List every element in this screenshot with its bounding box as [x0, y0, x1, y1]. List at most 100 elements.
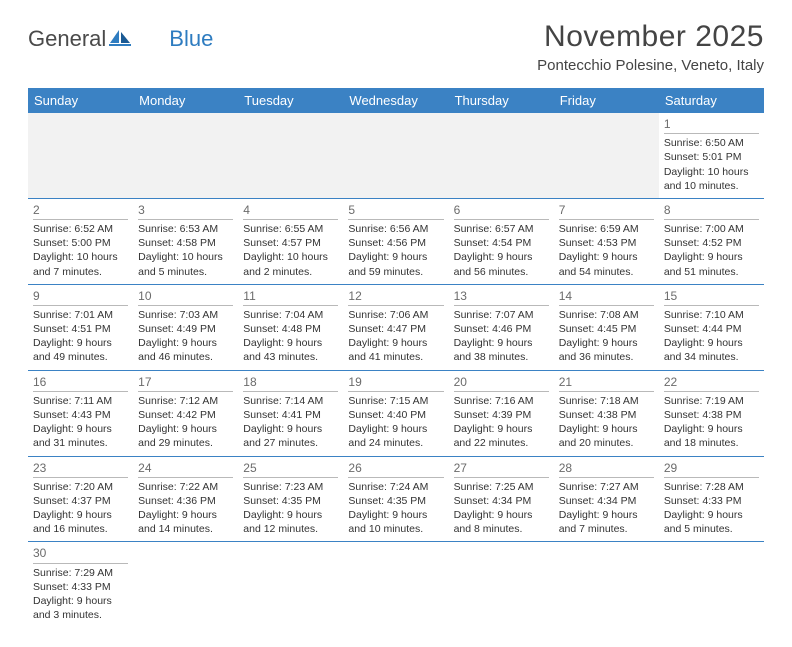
day-number: 11	[243, 288, 338, 306]
calendar-cell: 15Sunrise: 7:10 AMSunset: 4:44 PMDayligh…	[659, 284, 764, 370]
sunset-line: Sunset: 4:36 PM	[138, 494, 233, 508]
logo-sail-icon	[109, 26, 131, 52]
day-number: 7	[559, 202, 654, 220]
sunset-line: Sunset: 5:00 PM	[33, 236, 128, 250]
sunrise-line: Sunrise: 7:20 AM	[33, 480, 128, 494]
calendar-cell: 6Sunrise: 6:57 AMSunset: 4:54 PMDaylight…	[449, 198, 554, 284]
daylight-line: Daylight: 9 hours and 20 minutes.	[559, 422, 654, 450]
day-number: 18	[243, 374, 338, 392]
calendar-cell	[343, 113, 448, 198]
weekday-header: Friday	[554, 88, 659, 113]
calendar-cell: 10 Sunrise: 7:03 AMSunset: 4:49 PMDayligh…	[133, 284, 238, 370]
daylight-line: Daylight: 9 hours and 29 minutes.	[138, 422, 233, 450]
day-number: 3	[138, 202, 233, 220]
day-number: 20	[454, 374, 549, 392]
daylight-line: Daylight: 9 hours and 51 minutes.	[664, 250, 759, 278]
sunrise-line: Sunrise: 7:06 AM	[348, 308, 443, 322]
sunrise-line: Sunrise: 6:52 AM	[33, 222, 128, 236]
sunset-line: Sunset: 4:33 PM	[664, 494, 759, 508]
day-number: 24	[138, 460, 233, 478]
daylight-line: Daylight: 10 hours and 2 minutes.	[243, 250, 338, 278]
calendar-week-row: 2 Sunrise: 6:52 AMSunset: 5:00 PM Daylight…	[28, 198, 764, 284]
day-number: 28	[559, 460, 654, 478]
sunset-line: Sunset: 4:48 PM	[243, 322, 338, 336]
day-number: 8	[664, 202, 759, 220]
daylight-line: Daylight: 9 hours and 24 minutes.	[348, 422, 443, 450]
logo-text-1: General	[28, 26, 106, 52]
calendar-cell: 25Sunrise: 7:23 AMSunset: 4:35 PMDayligh…	[238, 456, 343, 542]
day-number: 2	[33, 202, 128, 220]
sunrise-line: Sunrise: 6:59 AM	[559, 222, 654, 236]
calendar-week-row: 23Sunrise: 7:20 AMSunset: 4:37 PMDayligh…	[28, 456, 764, 542]
calendar-week-row: 1Sunrise: 6:50 AMSunset: 5:01 PMDaylight…	[28, 113, 764, 198]
sunset-line: Sunset: 4:58 PM	[138, 236, 233, 250]
sunrise-line: Sunrise: 7:03 AM	[138, 308, 233, 322]
day-number: 25	[243, 460, 338, 478]
sunset-line: Sunset: 4:34 PM	[454, 494, 549, 508]
sunset-line: Sunset: 4:38 PM	[559, 408, 654, 422]
daylight-line: Daylight: 9 hours and 22 minutes.	[454, 422, 549, 450]
daylight-line: Daylight: 9 hours and 56 minutes.	[454, 250, 549, 278]
sunrise-line: Sunrise: 7:25 AM	[454, 480, 549, 494]
day-number: 17	[138, 374, 233, 392]
daylight-line: Daylight: 9 hours and 27 minutes.	[243, 422, 338, 450]
day-number: 10	[138, 288, 233, 306]
daylight-line: Daylight: 9 hours and 36 minutes.	[559, 336, 654, 364]
sunset-line: Sunset: 4:53 PM	[559, 236, 654, 250]
sunset-line: Sunset: 4:54 PM	[454, 236, 549, 250]
daylight-line: Daylight: 9 hours and 34 minutes.	[664, 336, 759, 364]
daylight-line: Daylight: 9 hours and 41 minutes.	[348, 336, 443, 364]
calendar-cell: 14Sunrise: 7:08 AMSunset: 4:45 PMDayligh…	[554, 284, 659, 370]
sunrise-line: Sunrise: 7:29 AM	[33, 566, 128, 580]
daylight-line: Daylight: 9 hours and 8 minutes.	[454, 508, 549, 536]
sunset-line: Sunset: 4:57 PM	[243, 236, 338, 250]
calendar-cell	[659, 542, 764, 627]
day-number: 27	[454, 460, 549, 478]
weekday-header-row: SundayMondayTuesdayWednesdayThursdayFrid…	[28, 88, 764, 113]
day-number: 19	[348, 374, 443, 392]
sunrise-line: Sunrise: 7:18 AM	[559, 394, 654, 408]
day-number: 22	[664, 374, 759, 392]
sunset-line: Sunset: 4:56 PM	[348, 236, 443, 250]
day-number: 15	[664, 288, 759, 306]
daylight-line: Daylight: 10 hours and 10 minutes.	[664, 165, 759, 193]
weekday-header: Wednesday	[343, 88, 448, 113]
daylight-line: Daylight: 9 hours and 46 minutes.	[138, 336, 233, 364]
calendar-table: SundayMondayTuesdayWednesdayThursdayFrid…	[28, 88, 764, 627]
sunrise-line: Sunrise: 7:19 AM	[664, 394, 759, 408]
calendar-week-row: 9Sunrise: 7:01 AMSunset: 4:51 PMDaylight…	[28, 284, 764, 370]
sunset-line: Sunset: 4:40 PM	[348, 408, 443, 422]
weekday-header: Thursday	[449, 88, 554, 113]
day-number: 13	[454, 288, 549, 306]
weekday-header: Sunday	[28, 88, 133, 113]
calendar-cell	[449, 113, 554, 198]
calendar-cell: 17Sunrise: 7:12 AMSunset: 4:42 PMDayligh…	[133, 370, 238, 456]
calendar-cell: 24Sunrise: 7:22 AMSunset: 4:36 PMDayligh…	[133, 456, 238, 542]
sunset-line: Sunset: 4:46 PM	[454, 322, 549, 336]
sunset-line: Sunset: 4:49 PM	[138, 322, 233, 336]
sunrise-line: Sunrise: 7:08 AM	[559, 308, 654, 322]
day-number: 4	[243, 202, 338, 220]
calendar-cell	[554, 542, 659, 627]
sunrise-line: Sunrise: 7:01 AM	[33, 308, 128, 322]
daylight-line: Daylight: 9 hours and 3 minutes.	[33, 594, 128, 622]
calendar-cell: 26Sunrise: 7:24 AMSunset: 4:35 PMDayligh…	[343, 456, 448, 542]
daylight-line: Daylight: 9 hours and 54 minutes.	[559, 250, 654, 278]
weekday-header: Saturday	[659, 88, 764, 113]
sunset-line: Sunset: 4:34 PM	[559, 494, 654, 508]
calendar-week-row: 30Sunrise: 7:29 AMSunset: 4:33 PMDayligh…	[28, 542, 764, 627]
calendar-cell: 5Sunrise: 6:56 AMSunset: 4:56 PMDaylight…	[343, 198, 448, 284]
sunrise-line: Sunrise: 6:56 AM	[348, 222, 443, 236]
day-number: 29	[664, 460, 759, 478]
daylight-line: Daylight: 9 hours and 14 minutes.	[138, 508, 233, 536]
logo: General Blue	[28, 20, 213, 52]
sunset-line: Sunset: 4:35 PM	[348, 494, 443, 508]
sunset-line: Sunset: 4:51 PM	[33, 322, 128, 336]
sunrise-line: Sunrise: 6:53 AM	[138, 222, 233, 236]
calendar-cell: 22Sunrise: 7:19 AMSunset: 4:38 PMDayligh…	[659, 370, 764, 456]
calendar-cell: 27 Sunrise: 7:25 AMSunset: 4:34 PMDayligh…	[449, 456, 554, 542]
sunset-line: Sunset: 4:52 PM	[664, 236, 759, 250]
calendar-cell	[133, 113, 238, 198]
calendar-cell: 7 Sunrise: 6:59 AMSunset: 4:53 PMDaylight…	[554, 198, 659, 284]
sunset-line: Sunset: 4:44 PM	[664, 322, 759, 336]
